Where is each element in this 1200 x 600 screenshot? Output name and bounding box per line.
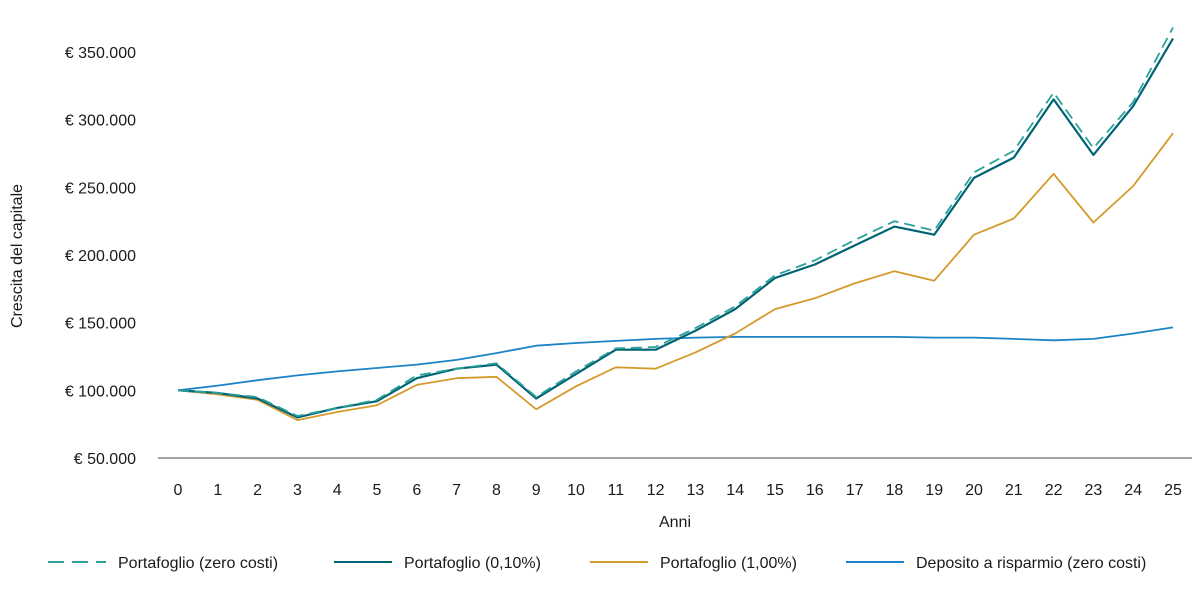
x-tick-label: 24: [1124, 482, 1142, 499]
series-line-0: [177, 27, 1174, 417]
series-line-2: [177, 132, 1174, 422]
legend-label: Portafoglio (0,10%): [404, 555, 541, 572]
x-tick-label: 23: [1085, 482, 1103, 499]
y-tick-label: € 250.000: [65, 180, 136, 197]
legend-label: Deposito a risparmio (zero costi): [916, 555, 1146, 572]
legend-label: Portafoglio (1,00%): [660, 555, 797, 572]
legend-label: Portafoglio (zero costi): [118, 555, 278, 572]
x-tick-label: 0: [174, 482, 183, 499]
y-tick-label: € 100.000: [65, 383, 136, 400]
y-tick-label: € 200.000: [65, 248, 136, 265]
y-tick-label: € 300.000: [65, 113, 136, 130]
x-tick-label: 25: [1164, 482, 1182, 499]
x-tick-label: 14: [726, 482, 744, 499]
x-tick-label: 16: [806, 482, 824, 499]
x-tick-label: 22: [1045, 482, 1063, 499]
x-tick-label: 15: [766, 482, 784, 499]
y-axis-ticks: € 50.000 € 100.000 € 150.000 € 200.000 € 250…: [65, 45, 136, 468]
x-tick-label: 8: [492, 482, 501, 499]
x-tick-label: 21: [1005, 482, 1023, 499]
x-tick-label: 20: [965, 482, 983, 499]
y-tick-label: € 150.000: [65, 316, 136, 333]
y-axis-title: Crescita del capitale: [9, 184, 26, 328]
x-axis-ticks: 0 1 2 3 4 5 6 7 8 9 10 11 12 13 14 15 16 17 18 19 20 21 22 23 24…: [174, 482, 1182, 499]
series-lines: [177, 27, 1174, 422]
x-tick-label: 7: [452, 482, 461, 499]
x-tick-label: 4: [333, 482, 342, 499]
x-tick-label: 18: [886, 482, 904, 499]
x-tick-label: 2: [253, 482, 262, 499]
y-tick-label: € 50.000: [74, 451, 136, 468]
x-tick-label: 3: [293, 482, 302, 499]
x-tick-label: 10: [567, 482, 585, 499]
x-tick-label: 6: [412, 482, 421, 499]
x-tick-label: 1: [213, 482, 222, 499]
x-tick-label: 11: [607, 482, 624, 499]
x-axis-title: Anni: [659, 514, 691, 531]
x-tick-label: 17: [846, 482, 864, 499]
y-tick-label: € 350.000: [65, 45, 136, 62]
x-tick-label: 12: [647, 482, 665, 499]
legend: Portafoglio (zero costi) Portafoglio (0,1…: [48, 555, 1146, 572]
x-tick-label: 9: [532, 482, 541, 499]
series-line-3: [177, 326, 1174, 392]
x-tick-label: 13: [687, 482, 705, 499]
x-tick-label: 5: [373, 482, 382, 499]
x-tick-label: 19: [925, 482, 943, 499]
